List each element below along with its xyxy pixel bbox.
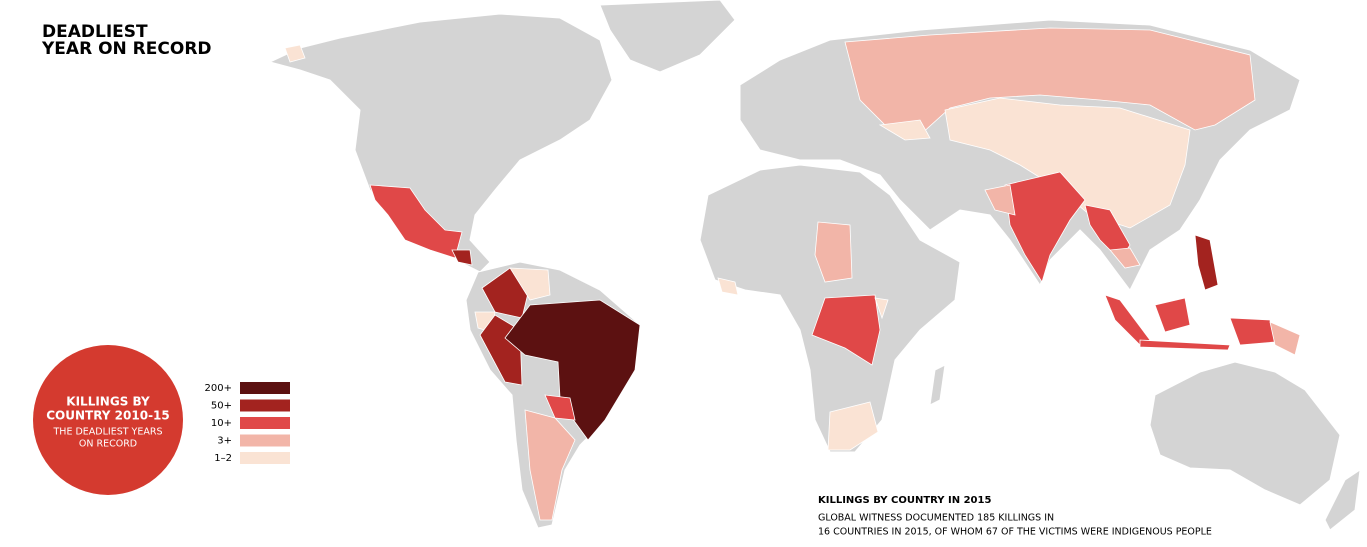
legend-label: 50+ [211,401,232,412]
greenland [599,0,736,73]
country [369,184,463,259]
country [504,299,641,441]
note-line: 16 COUNTRIES IN 2015, OF WHOM 67 OF THE … [818,527,1212,538]
legend: 200+ 50+ 10+ 3+ 1–2 [205,382,290,464]
badge-circle [33,345,183,495]
legend-label: 10+ [211,418,232,429]
legend-swatch [240,382,290,394]
country [451,249,473,266]
country [1139,339,1231,351]
country [1154,297,1191,333]
madagascar [929,364,946,406]
country [1194,234,1219,291]
badge: KILLINGS BY COUNTRY 2010-15 THE DEADLIES… [33,345,183,495]
badge-subheading: THE DEADLIEST YEARS [53,427,163,438]
legend-label: 3+ [217,436,232,447]
badge-subheading: ON RECORD [79,439,137,450]
legend-label: 1–2 [214,453,232,464]
country [878,119,931,141]
country [1269,321,1301,356]
legend-swatch [240,434,290,447]
legend-swatch [240,452,290,464]
country [509,267,551,301]
country [944,97,1191,229]
country [524,409,576,521]
country [1104,294,1151,346]
country [811,294,881,366]
title: DEADLIEST YEAR ON RECORD [41,22,212,59]
country [544,394,576,421]
badge-heading: COUNTRY 2010-15 [46,409,170,423]
title-line: DEADLIEST [42,22,148,42]
countries [284,27,1301,521]
country [874,297,889,320]
legend-swatch [240,399,290,412]
country [284,44,306,63]
country [1004,171,1086,283]
note: KILLINGS BY COUNTRY IN 2015 GLOBAL WITNE… [818,495,1212,538]
country [717,277,739,296]
note-heading: KILLINGS BY COUNTRY IN 2015 [818,495,991,506]
north-america [268,13,613,273]
country [1229,317,1276,346]
badge-heading: KILLINGS BY [66,395,150,409]
note-line: GLOBAL WITNESS DOCUMENTED 185 KILLINGS I… [818,513,1054,524]
legend-swatch [240,417,290,429]
country [1109,247,1141,269]
country [827,401,879,451]
new-zealand [1324,468,1361,531]
title-line: YEAR ON RECORD [41,39,212,59]
legend-label: 200+ [205,383,232,394]
australia [1149,361,1341,506]
country [814,221,853,283]
country [984,184,1016,216]
